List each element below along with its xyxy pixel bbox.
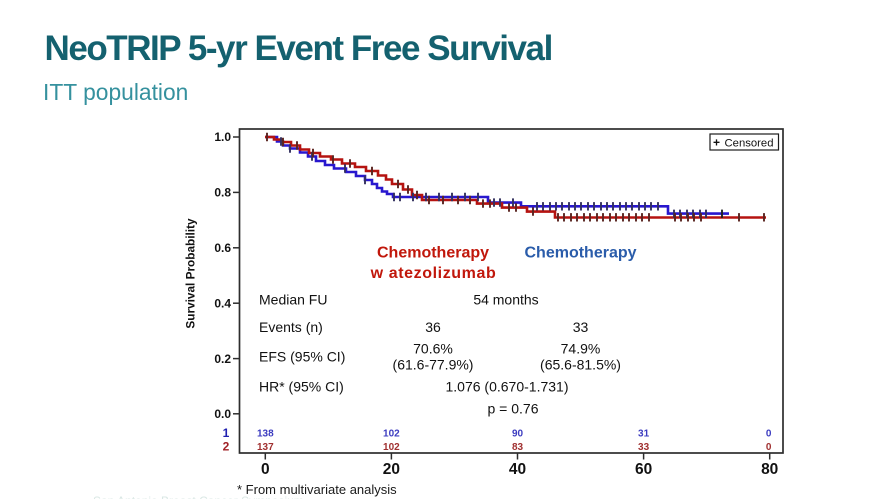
svg-text:Events (n): Events (n) (259, 319, 323, 335)
svg-text:* From multivariate analysis: * From multivariate analysis (237, 482, 397, 497)
svg-text:Median FU: Median FU (259, 292, 327, 308)
svg-text:2: 2 (223, 440, 230, 454)
svg-text:(61.6-77.9%): (61.6-77.9%) (393, 357, 474, 373)
svg-text:20: 20 (383, 461, 400, 478)
svg-text:Chemotherapy: Chemotherapy (377, 245, 489, 262)
svg-text:+: + (713, 136, 720, 150)
svg-text:31: 31 (638, 429, 650, 440)
svg-text:0.4: 0.4 (214, 296, 231, 310)
svg-text:138: 138 (257, 429, 274, 440)
svg-text:San Antonio Breast Cancer Symp: San Antonio Breast Cancer Symposium (93, 494, 304, 499)
svg-text:0.2: 0.2 (214, 352, 231, 366)
svg-text:0.8: 0.8 (214, 186, 231, 200)
svg-text:70.6%: 70.6% (413, 341, 453, 357)
svg-text:33: 33 (573, 319, 589, 335)
svg-text:36: 36 (425, 319, 441, 335)
svg-text:83: 83 (512, 442, 524, 453)
svg-text:EFS (95% CI): EFS (95% CI) (259, 349, 345, 365)
svg-text:w atezolizumab: w atezolizumab (370, 265, 497, 282)
svg-text:ITT population: ITT population (43, 79, 188, 105)
svg-text:74.9%: 74.9% (561, 341, 601, 357)
svg-text:102: 102 (383, 442, 400, 453)
svg-text:80: 80 (761, 461, 778, 478)
svg-text:60: 60 (635, 461, 652, 478)
svg-text:1.0: 1.0 (214, 130, 231, 144)
svg-text:HR* (95% CI): HR* (95% CI) (259, 379, 344, 395)
svg-text:0.0: 0.0 (214, 407, 231, 421)
svg-text:NeoTRIP 5-yr Event Free Surviv: NeoTRIP 5-yr Event Free Survival (45, 29, 552, 68)
svg-text:0: 0 (261, 461, 270, 478)
svg-text:0.6: 0.6 (214, 241, 231, 255)
svg-text:33: 33 (638, 442, 650, 453)
svg-text:90: 90 (512, 429, 524, 440)
svg-text:1.076 (0.670-1.731): 1.076 (0.670-1.731) (446, 379, 569, 395)
svg-text:54 months: 54 months (473, 292, 538, 308)
svg-text:Censored: Censored (725, 138, 774, 150)
svg-text:Chemotherapy: Chemotherapy (524, 245, 636, 262)
svg-text:Survival Probability: Survival Probability (184, 218, 198, 329)
svg-text:0: 0 (766, 429, 772, 440)
svg-text:p = 0.76: p = 0.76 (488, 401, 539, 417)
svg-text:137: 137 (257, 442, 274, 453)
svg-text:102: 102 (383, 429, 400, 440)
svg-text:0: 0 (766, 442, 772, 453)
svg-text:1: 1 (223, 426, 230, 440)
svg-text:(65.6-81.5%): (65.6-81.5%) (540, 357, 621, 373)
svg-text:40: 40 (509, 461, 526, 478)
